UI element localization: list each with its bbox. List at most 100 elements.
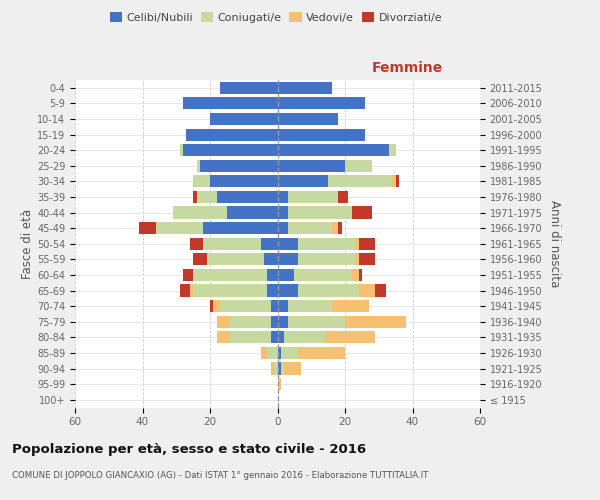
Bar (277, 144, 389, 156)
Bar (277, 362, 281, 374)
Bar (193, 284, 268, 296)
Bar (197, 191, 217, 203)
Bar (268, 347, 277, 359)
Bar (260, 238, 277, 250)
Bar (183, 269, 193, 281)
Bar (277, 206, 287, 218)
Bar (331, 222, 338, 234)
Bar (217, 191, 277, 203)
Bar (395, 176, 399, 188)
Text: COMUNE DI JOPPOLO GIANCAXIO (AG) - Dati ISTAT 1° gennaio 2016 - Elaborazione TUT: COMUNE DI JOPPOLO GIANCAXIO (AG) - Dati … (12, 471, 428, 480)
Bar (217, 331, 230, 344)
Bar (214, 300, 220, 312)
Bar (277, 254, 298, 266)
Bar (389, 144, 395, 156)
Bar (264, 254, 277, 266)
Bar (173, 206, 227, 218)
Bar (193, 191, 197, 203)
Bar (298, 254, 355, 266)
Bar (298, 284, 359, 296)
Bar (193, 254, 206, 266)
Bar (271, 316, 277, 328)
Bar (277, 269, 295, 281)
Bar (287, 222, 331, 234)
Bar (277, 128, 365, 140)
Bar (298, 238, 355, 250)
Y-axis label: Fasce di età: Fasce di età (21, 208, 34, 279)
Bar (298, 347, 345, 359)
Bar (277, 238, 298, 250)
Bar (268, 269, 277, 281)
Bar (355, 238, 359, 250)
Bar (271, 362, 274, 374)
Bar (355, 254, 359, 266)
Bar (352, 206, 372, 218)
Bar (284, 362, 301, 374)
Bar (230, 331, 271, 344)
Bar (345, 160, 372, 172)
Y-axis label: Anni di nascita: Anni di nascita (548, 200, 561, 288)
Bar (210, 176, 277, 188)
Bar (277, 300, 287, 312)
Bar (287, 206, 352, 218)
Bar (392, 176, 395, 188)
Bar (271, 300, 277, 312)
Bar (281, 362, 284, 374)
Bar (277, 82, 331, 94)
Bar (277, 331, 284, 344)
Text: Popolazione per età, sesso e stato civile - 2016: Popolazione per età, sesso e stato civil… (12, 442, 366, 456)
Bar (210, 113, 277, 125)
Bar (139, 222, 156, 234)
Bar (352, 269, 359, 281)
Bar (338, 191, 349, 203)
Bar (287, 191, 338, 203)
Bar (193, 269, 268, 281)
Bar (274, 362, 277, 374)
Bar (359, 269, 362, 281)
Bar (277, 347, 281, 359)
Bar (287, 316, 345, 328)
Bar (277, 316, 287, 328)
Bar (206, 254, 264, 266)
Legend: Celibi/Nubili, Coniugati/e, Vedovi/e, Divorziati/e: Celibi/Nubili, Coniugati/e, Vedovi/e, Di… (106, 8, 446, 28)
Text: Femmine: Femmine (371, 61, 443, 75)
Bar (203, 222, 277, 234)
Bar (260, 347, 268, 359)
Bar (183, 98, 277, 110)
Bar (277, 176, 328, 188)
Bar (220, 300, 271, 312)
Bar (268, 284, 277, 296)
Bar (281, 347, 298, 359)
Bar (376, 284, 386, 296)
Bar (284, 331, 325, 344)
Bar (295, 269, 352, 281)
Bar (338, 222, 341, 234)
Bar (200, 160, 277, 172)
Bar (179, 284, 190, 296)
Bar (277, 98, 365, 110)
Bar (179, 144, 183, 156)
Bar (328, 176, 392, 188)
Bar (230, 316, 271, 328)
Bar (277, 378, 281, 390)
Bar (183, 144, 277, 156)
Bar (187, 128, 277, 140)
Bar (210, 300, 214, 312)
Bar (359, 284, 376, 296)
Bar (156, 222, 203, 234)
Bar (190, 284, 193, 296)
Bar (197, 160, 200, 172)
Bar (359, 254, 376, 266)
Bar (193, 176, 210, 188)
Bar (217, 316, 230, 328)
Bar (277, 284, 298, 296)
Bar (345, 316, 406, 328)
Bar (190, 238, 203, 250)
Bar (359, 238, 376, 250)
Bar (287, 300, 331, 312)
Bar (277, 113, 338, 125)
Bar (203, 238, 260, 250)
Bar (277, 222, 287, 234)
Bar (325, 331, 376, 344)
Bar (271, 331, 277, 344)
